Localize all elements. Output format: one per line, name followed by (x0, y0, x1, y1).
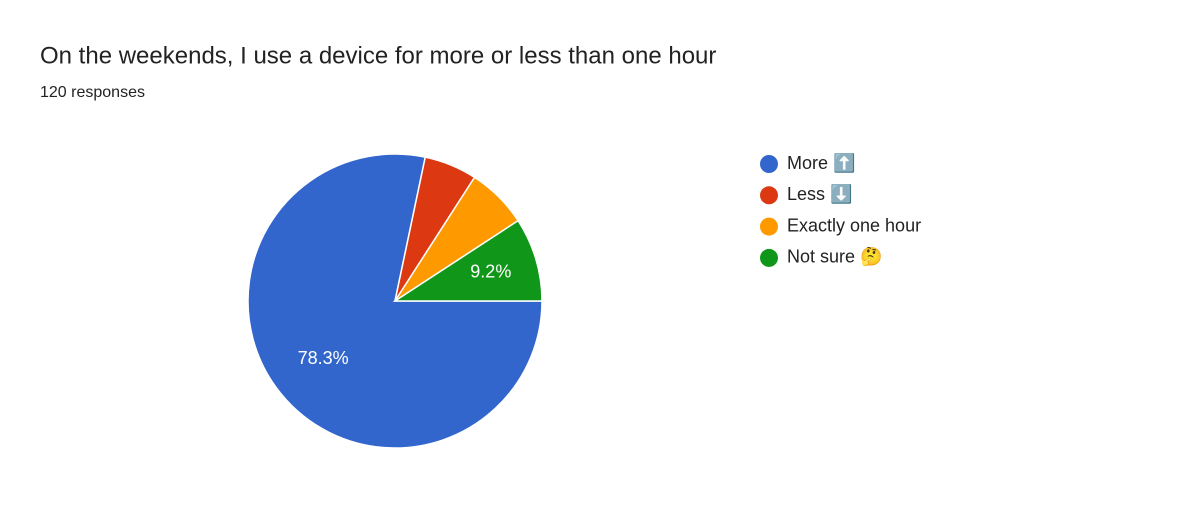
chart-subtitle: 120 responses (40, 84, 145, 101)
data-label: 78.3% (298, 348, 349, 368)
chart-title: On the weekends, I use a device for more… (40, 42, 716, 69)
legend-marker (760, 217, 778, 236)
legend-marker (760, 186, 778, 205)
legend-marker (760, 248, 778, 267)
legend-label: Exactly one hour (787, 215, 921, 235)
data-label: 9.2% (470, 261, 511, 281)
legend-marker (760, 155, 778, 173)
legend-label: More ⬆️ (787, 152, 855, 173)
legend-label: Not sure 🤔 (787, 247, 882, 267)
pie-slice (392, 219, 543, 302)
legend-label: Less ⬇️ (787, 183, 852, 204)
